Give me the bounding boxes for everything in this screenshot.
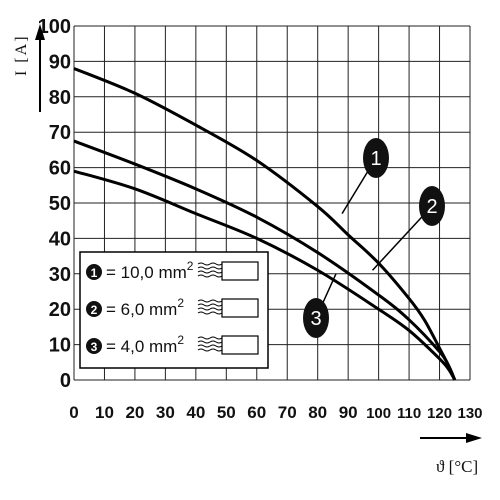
- legend-badge-1: [86, 264, 102, 280]
- legend-label-2: = 6,0 mm2: [106, 296, 184, 319]
- wire-strand: [197, 307, 223, 311]
- legend-badge-3: [86, 338, 102, 354]
- wire-strand: [197, 299, 223, 303]
- y-tick-label: 80: [49, 87, 71, 109]
- legend-label-main: = 10,0 mm: [106, 263, 187, 282]
- x-tick-label: 70: [278, 403, 297, 422]
- legend-label-main: = 4,0 mm: [106, 337, 177, 356]
- y-axis-arrow-head: [35, 24, 45, 40]
- x-axis-label: ϑ [°C]: [436, 457, 478, 476]
- y-tick-label: 30: [49, 264, 71, 286]
- wire-strand: [197, 340, 223, 344]
- callout-badge-label-1: 1: [370, 148, 381, 170]
- x-tick-label: 60: [247, 403, 266, 422]
- wire-insulation-icon: [221, 335, 259, 355]
- wire-strands-icon: [197, 299, 223, 315]
- wire-strand: [197, 262, 223, 266]
- x-axis-arrow-head: [466, 433, 482, 443]
- x-tick-label: 80: [308, 403, 327, 422]
- wire-strand: [197, 336, 223, 340]
- callout-badge-1: [363, 138, 389, 178]
- legend-label-1: = 10,0 mm2: [106, 259, 194, 282]
- x-tick-label: 50: [217, 403, 236, 422]
- wire-insulation-icon: [221, 261, 259, 281]
- legend-badge-label-3: 3: [91, 340, 98, 354]
- wire-strand: [197, 344, 223, 348]
- y-axis-label: I [A]: [13, 34, 30, 76]
- legend-badge-label-1: 1: [91, 266, 98, 280]
- wire-strand: [197, 274, 223, 278]
- y-tick-label: 40: [49, 228, 71, 250]
- y-tick-label: 50: [49, 193, 71, 215]
- callout-badge-3: [303, 298, 329, 338]
- y-tick-label: 70: [49, 122, 71, 144]
- x-tick-label: 110: [397, 405, 421, 422]
- x-tick-label: 10: [95, 403, 114, 422]
- y-tick-label: 60: [49, 158, 71, 180]
- legend-label-3: = 4,0 mm2: [106, 333, 184, 356]
- y-tick-label: 90: [49, 51, 71, 73]
- y-tick-label: 0: [60, 370, 71, 392]
- y-tick-label: 100: [38, 16, 71, 38]
- legend-label-sup: 2: [187, 259, 194, 273]
- y-tick-label: 20: [49, 299, 71, 321]
- curve-1: [73, 67, 457, 381]
- callout-badge-label-3: 3: [310, 308, 321, 330]
- legend-label-sup: 2: [177, 333, 184, 347]
- x-tick-label: 90: [339, 403, 358, 422]
- x-tick-label: 100: [366, 405, 391, 422]
- wire-strand: [197, 270, 223, 274]
- y-tick-label: 10: [49, 335, 71, 357]
- wire-strand: [197, 266, 223, 270]
- x-tick-label: 30: [156, 403, 175, 422]
- x-tick-label: 40: [186, 403, 205, 422]
- wire-strand: [197, 311, 223, 315]
- curve-3: [73, 169, 457, 381]
- legend-label-main: = 6,0 mm: [106, 300, 177, 319]
- wire-strands-icon: [197, 262, 223, 278]
- x-tick-label: 20: [125, 403, 144, 422]
- legend-label-sup: 2: [177, 296, 184, 310]
- legend-badge-label-2: 2: [91, 303, 98, 317]
- wire-insulation-icon: [221, 298, 259, 318]
- wire-strand: [197, 348, 223, 352]
- callout-badge-2: [419, 186, 445, 226]
- wire-strands-icon: [197, 336, 223, 352]
- wire-strand: [197, 303, 223, 307]
- curve-2: [73, 139, 457, 381]
- legend-badge-2: [86, 301, 102, 317]
- x-tick-label: 120: [427, 405, 452, 422]
- x-tick-label: 130: [457, 405, 482, 422]
- x-tick-label: 0: [69, 403, 78, 422]
- callout-badge-label-2: 2: [426, 196, 437, 218]
